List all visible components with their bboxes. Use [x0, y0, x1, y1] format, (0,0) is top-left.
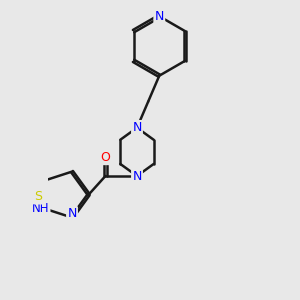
Text: NH: NH [32, 202, 49, 215]
Text: S: S [34, 190, 42, 203]
Text: O: O [100, 151, 110, 164]
Text: N: N [67, 207, 77, 220]
Text: N: N [132, 121, 142, 134]
Text: N: N [132, 169, 142, 182]
Text: N: N [154, 10, 164, 23]
